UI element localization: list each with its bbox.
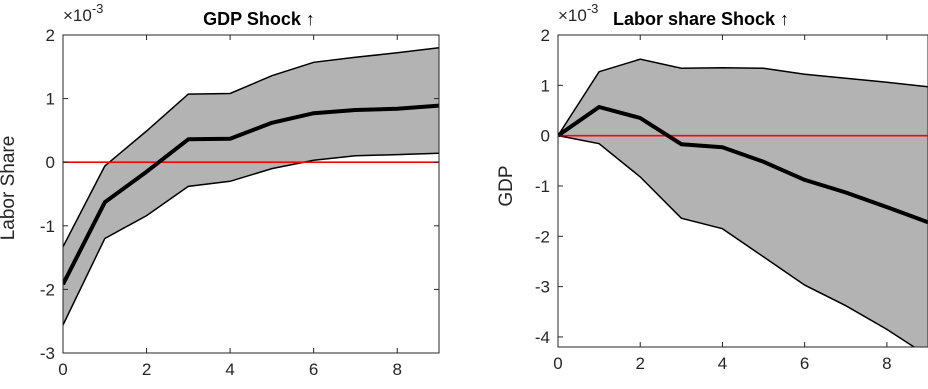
lower-bound-line bbox=[63, 152, 439, 326]
y-tick-label: 0 bbox=[46, 153, 55, 172]
y-tick-label: -1 bbox=[535, 177, 550, 196]
x-tick-label: 4 bbox=[225, 360, 234, 379]
x-tick-label: 8 bbox=[882, 354, 891, 373]
y-axis-label: GDP bbox=[496, 165, 517, 206]
x-tick-label: 0 bbox=[553, 354, 562, 373]
plot-area bbox=[558, 58, 928, 347]
lower-bound-line bbox=[558, 134, 916, 347]
x-tick-label: 2 bbox=[142, 360, 151, 379]
y-tick-label: -3 bbox=[40, 344, 55, 363]
x-tick-label: 6 bbox=[309, 360, 318, 379]
exponent-base: ×10 bbox=[558, 6, 587, 25]
y-tick-label: -3 bbox=[535, 278, 550, 297]
y-tick-label: -2 bbox=[40, 280, 55, 299]
y-tick-label: 2 bbox=[46, 26, 55, 45]
plot-area bbox=[63, 46, 439, 326]
exponent-power: -3 bbox=[587, 1, 599, 16]
x-tick-label: 0 bbox=[58, 360, 67, 379]
confidence-band bbox=[63, 47, 439, 325]
chart-title: GDP Shock ↑ bbox=[203, 9, 315, 29]
y-tick-label: -4 bbox=[535, 328, 550, 347]
y-tick-label: -1 bbox=[40, 217, 55, 236]
upper-bound-line bbox=[558, 58, 928, 137]
x-tick-label: 4 bbox=[718, 354, 727, 373]
y-tick-label: 1 bbox=[541, 76, 550, 95]
exponent-power: -3 bbox=[92, 1, 104, 16]
axis-exponent-label: ×10-3 bbox=[558, 1, 598, 25]
y-tick-label: 1 bbox=[46, 90, 55, 109]
y-tick-label: 0 bbox=[541, 127, 550, 146]
axis-exponent-label: ×10-3 bbox=[63, 1, 103, 25]
median-response-line bbox=[558, 105, 928, 225]
axes-box bbox=[62, 34, 440, 354]
x-tick-label: 6 bbox=[800, 354, 809, 373]
y-tick-label: 2 bbox=[541, 26, 550, 45]
exponent-base: ×10 bbox=[63, 6, 92, 25]
chart-title: Labor share Shock ↑ bbox=[613, 9, 789, 29]
x-tick-label: 8 bbox=[392, 360, 401, 379]
y-axis-label: Labor Share bbox=[0, 136, 19, 241]
confidence-band bbox=[558, 59, 928, 347]
median-response-line bbox=[63, 103, 439, 286]
upper-bound-line bbox=[63, 46, 439, 248]
y-tick-label: -2 bbox=[535, 227, 550, 246]
axes-box bbox=[557, 34, 928, 348]
x-tick-label: 2 bbox=[635, 354, 644, 373]
